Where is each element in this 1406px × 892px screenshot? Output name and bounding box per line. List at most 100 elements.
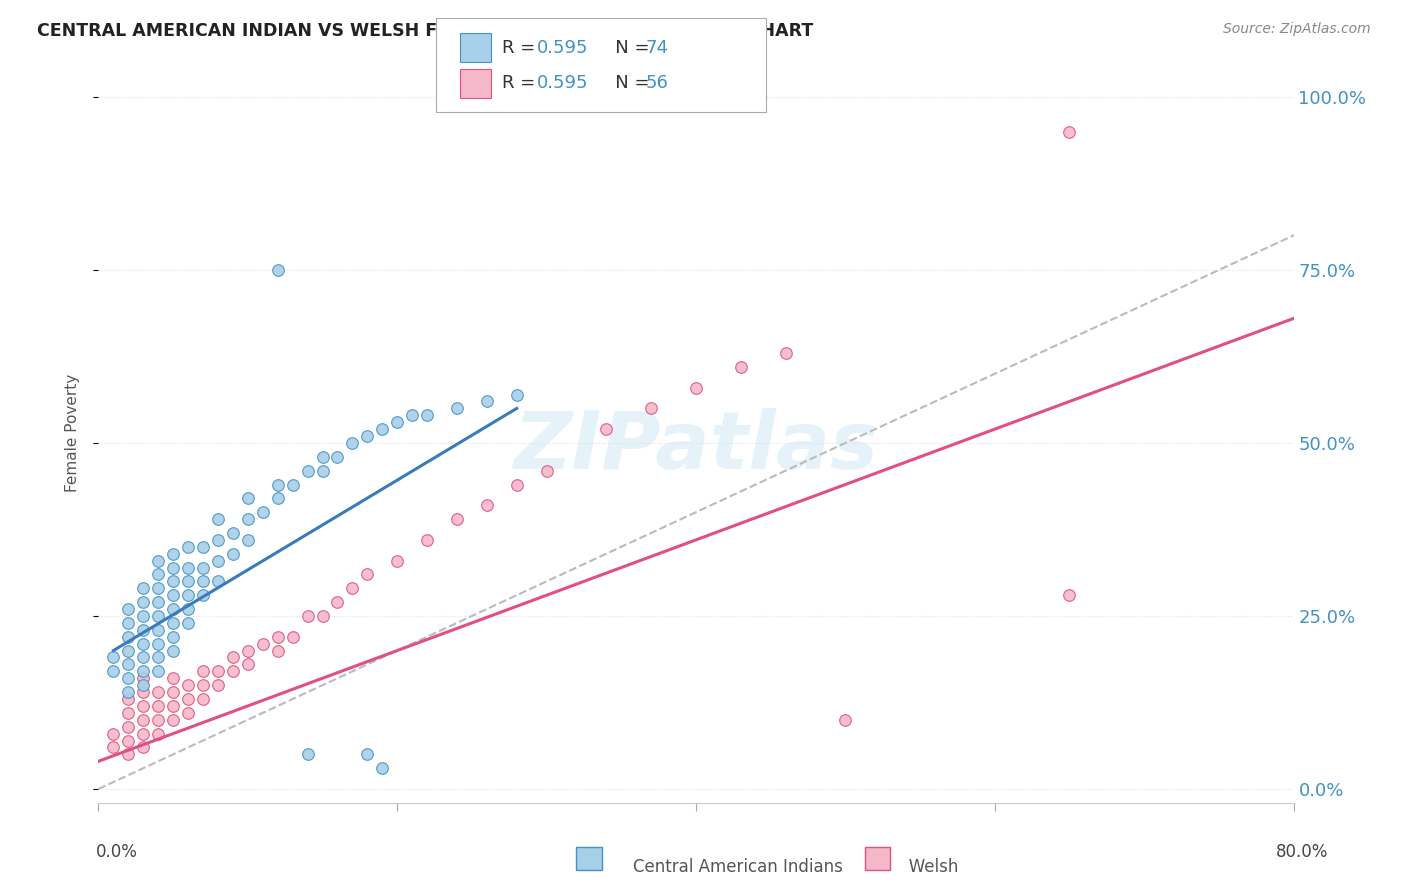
Point — [162, 602, 184, 616]
Point — [207, 554, 229, 568]
Point — [132, 740, 155, 755]
Point — [506, 387, 529, 401]
Point — [117, 671, 139, 685]
Point — [117, 685, 139, 699]
Point — [148, 582, 170, 596]
Point — [267, 643, 290, 657]
Point — [148, 637, 170, 651]
Point — [117, 747, 139, 762]
Point — [311, 609, 333, 624]
Point — [177, 706, 200, 720]
Point — [236, 657, 259, 672]
Point — [297, 609, 319, 624]
Point — [475, 394, 498, 409]
Point — [207, 533, 229, 547]
Point — [148, 726, 170, 740]
Point — [446, 401, 468, 416]
Point — [117, 643, 139, 657]
Point — [162, 547, 184, 561]
Point — [191, 665, 214, 679]
Point — [297, 747, 319, 762]
Point — [311, 464, 333, 478]
Point — [207, 678, 229, 692]
Text: N =: N = — [598, 74, 655, 92]
Point — [162, 671, 184, 685]
Text: Central American Indians: Central American Indians — [591, 858, 842, 876]
Point — [191, 588, 214, 602]
Point — [117, 657, 139, 672]
Text: 0.0%: 0.0% — [96, 843, 138, 861]
Point — [506, 477, 529, 491]
Point — [236, 533, 259, 547]
Point — [162, 685, 184, 699]
Point — [834, 713, 856, 727]
Point — [148, 595, 170, 609]
Point — [132, 713, 155, 727]
Text: R =: R = — [502, 74, 541, 92]
Point — [132, 678, 155, 692]
Point — [281, 630, 304, 644]
Point — [342, 436, 364, 450]
Point — [297, 464, 319, 478]
Point — [162, 588, 184, 602]
Point — [326, 595, 349, 609]
Point — [385, 415, 409, 429]
Text: 0.595: 0.595 — [537, 74, 589, 92]
Point — [148, 650, 170, 665]
Point — [177, 574, 200, 589]
Point — [207, 574, 229, 589]
Point — [117, 692, 139, 706]
Point — [236, 512, 259, 526]
Point — [132, 665, 155, 679]
Point — [148, 713, 170, 727]
Point — [401, 409, 423, 423]
Point — [236, 643, 259, 657]
Point — [103, 665, 125, 679]
Point — [103, 726, 125, 740]
Point — [222, 650, 245, 665]
Point — [595, 422, 617, 436]
Point — [222, 665, 245, 679]
Point — [103, 650, 125, 665]
Text: 80.0%: 80.0% — [1277, 843, 1329, 861]
Point — [191, 574, 214, 589]
Point — [162, 630, 184, 644]
Point — [148, 623, 170, 637]
Point — [177, 560, 200, 574]
Text: 74: 74 — [645, 38, 668, 57]
Point — [132, 595, 155, 609]
Point — [222, 547, 245, 561]
Point — [148, 665, 170, 679]
Point — [207, 512, 229, 526]
Text: 0.595: 0.595 — [537, 38, 589, 57]
Point — [385, 554, 409, 568]
Point — [1059, 125, 1081, 139]
Point — [103, 740, 125, 755]
Point — [356, 567, 378, 582]
Point — [416, 533, 439, 547]
Point — [132, 623, 155, 637]
Point — [117, 602, 139, 616]
Point — [117, 733, 139, 747]
Point — [132, 637, 155, 651]
Point — [132, 582, 155, 596]
Point — [177, 588, 200, 602]
Point — [132, 685, 155, 699]
Text: Source: ZipAtlas.com: Source: ZipAtlas.com — [1223, 22, 1371, 37]
Point — [162, 713, 184, 727]
Point — [281, 477, 304, 491]
Point — [730, 359, 752, 374]
Point — [356, 747, 378, 762]
Text: CENTRAL AMERICAN INDIAN VS WELSH FEMALE POVERTY CORRELATION CHART: CENTRAL AMERICAN INDIAN VS WELSH FEMALE … — [37, 22, 813, 40]
Point — [356, 429, 378, 443]
Point — [162, 615, 184, 630]
Y-axis label: Female Poverty: Female Poverty — [65, 374, 80, 491]
Text: ZIPatlas: ZIPatlas — [513, 409, 879, 486]
Point — [177, 692, 200, 706]
Point — [342, 582, 364, 596]
Point — [191, 540, 214, 554]
Point — [177, 540, 200, 554]
Point — [775, 346, 797, 360]
Point — [252, 637, 274, 651]
Point — [1059, 588, 1081, 602]
